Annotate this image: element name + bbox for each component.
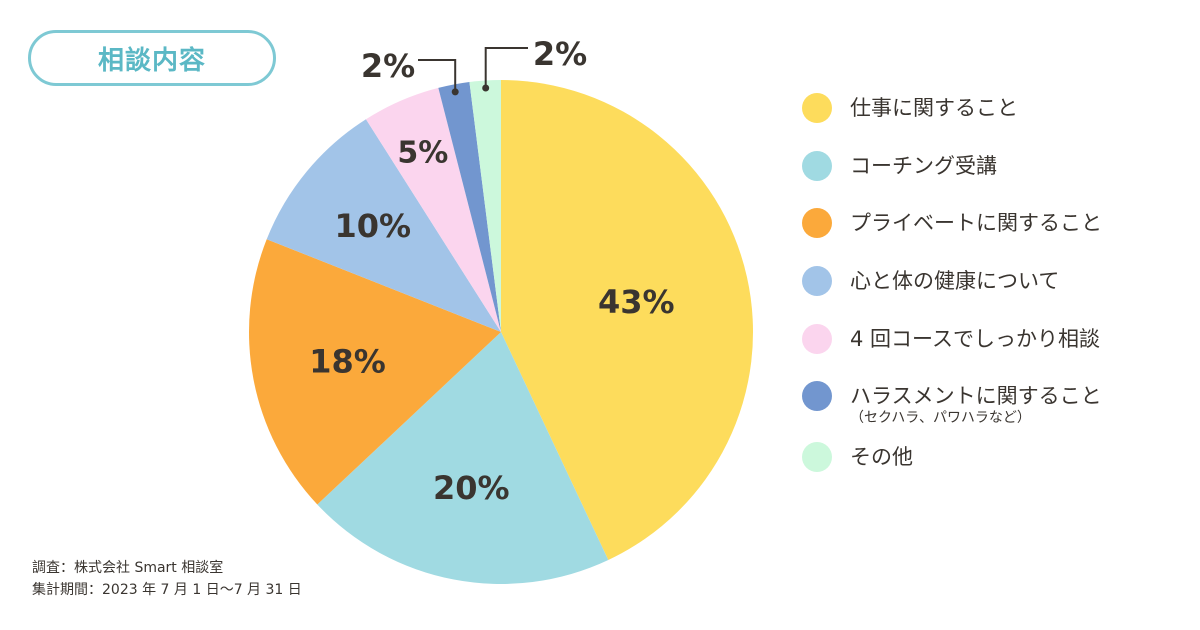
legend-swatch xyxy=(802,266,832,296)
pie-slice xyxy=(438,81,501,333)
legend-item: プライベートに関すること xyxy=(802,208,1102,238)
slice-value-label: 43% xyxy=(598,283,675,321)
chart-title: 相談内容 xyxy=(28,30,276,86)
legend-item: 仕事に関すること xyxy=(802,93,1018,123)
legend-label: コーチング受講 xyxy=(850,154,997,178)
legend-label: 心と体の健康について xyxy=(850,269,1060,293)
leader-line xyxy=(484,47,528,88)
legend-swatch xyxy=(802,208,832,238)
pie-slice xyxy=(469,80,501,332)
pie-slice xyxy=(501,80,754,561)
legend-sublabel: （セクハラ、パワハラなど） xyxy=(850,410,1031,426)
legend-swatch xyxy=(802,442,832,472)
leader-line xyxy=(418,59,457,92)
legend-swatch xyxy=(802,151,832,181)
pie-slice xyxy=(317,332,609,585)
legend-label: 仕事に関すること xyxy=(850,96,1018,120)
legend-label: 4 回コースでしっかり相談 xyxy=(850,327,1100,351)
slice-value-label: 20% xyxy=(433,469,510,507)
survey-source: 調査：株式会社 Smart 相談室 xyxy=(32,560,224,576)
survey-period: 集計期間：2023 年 7 月 1 日〜7 月 31 日 xyxy=(32,582,302,598)
legend-swatch xyxy=(802,324,832,354)
slice-value-label: 2% xyxy=(361,47,415,85)
legend-item: ハラスメントに関すること （セクハラ、パワハラなど） xyxy=(802,381,1102,427)
pie-slice xyxy=(266,119,501,332)
legend-item: コーチング受講 xyxy=(802,151,997,181)
pie-slice xyxy=(365,87,501,332)
legend-label: プライベートに関すること xyxy=(850,211,1102,235)
slice-value-label: 18% xyxy=(309,342,386,380)
legend-item: 4 回コースでしっかり相談 xyxy=(802,324,1100,354)
legend-item: 心と体の健康について xyxy=(802,266,1059,296)
footnote: 調査：株式会社 Smart 相談室 集計期間：2023 年 7 月 1 日〜7 … xyxy=(32,557,302,601)
legend-item: その他 xyxy=(802,442,913,472)
slice-value-label: 2% xyxy=(533,35,587,73)
slice-value-label: 5% xyxy=(397,136,448,171)
pie-slice xyxy=(249,239,501,505)
legend-label: その他 xyxy=(850,445,913,469)
legend-swatch xyxy=(802,381,832,411)
slice-value-label: 10% xyxy=(335,207,412,245)
legend-label: ハラスメントに関すること xyxy=(850,384,1102,408)
legend-swatch xyxy=(802,93,832,123)
